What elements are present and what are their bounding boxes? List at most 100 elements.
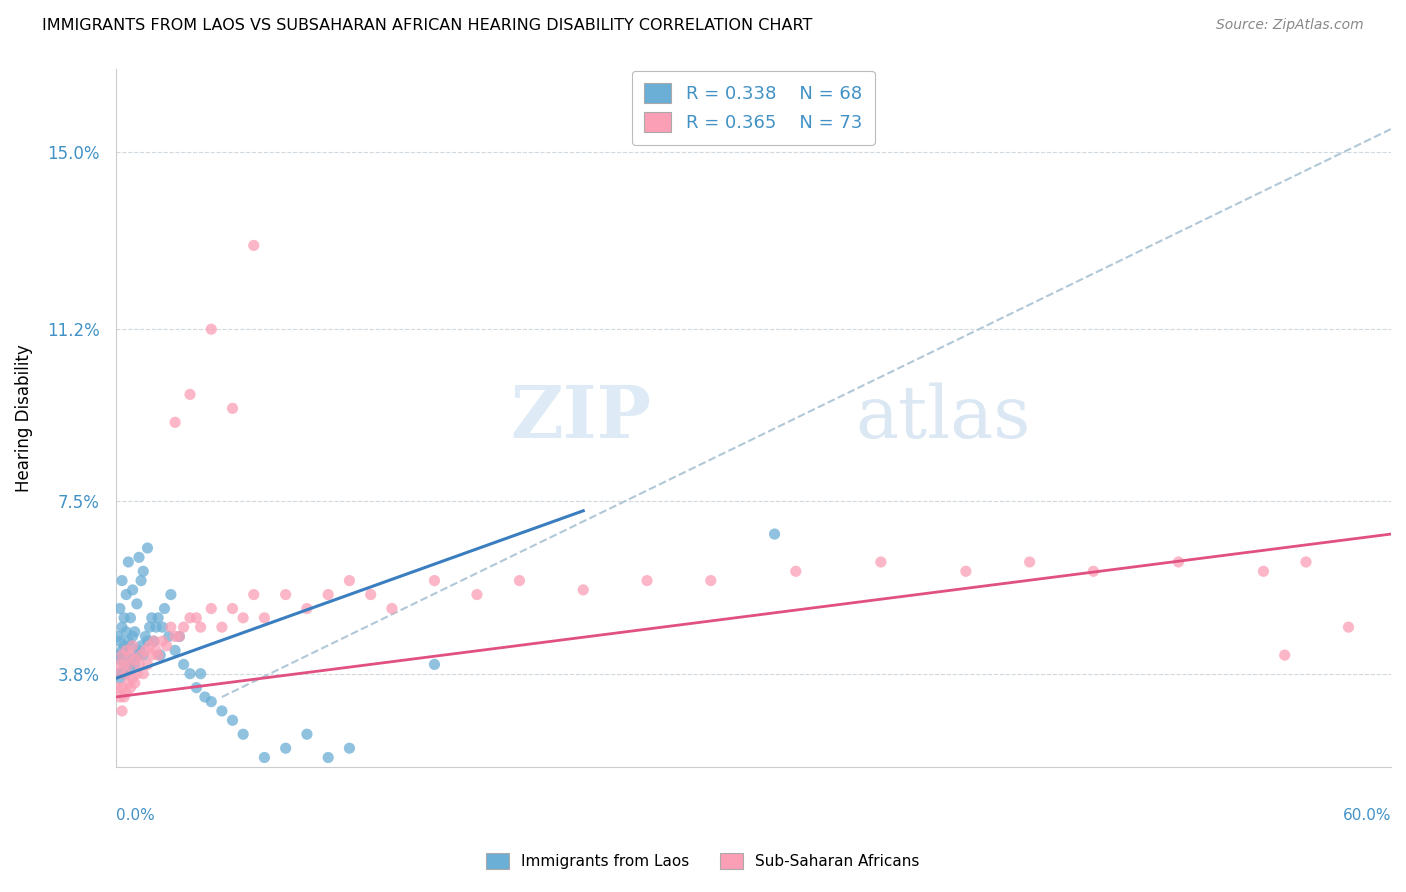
Point [124,676,146,690]
Point [108,690,131,704]
Point [121,671,143,685]
Point [242,588,264,602]
Point [194,690,217,704]
Point [211,704,233,718]
Point [138,620,160,634]
Point [153,601,176,615]
Point [339,574,361,588]
Point [115,588,138,602]
Point [221,601,243,615]
Point [1167,555,1189,569]
Point [111,666,134,681]
Point [134,630,156,644]
Point [1018,555,1040,569]
Point [169,630,191,644]
Point [117,657,139,672]
Text: IMMIGRANTS FROM LAOS VS SUBSAHARAN AFRICAN HEARING DISABILITY CORRELATION CHART: IMMIGRANTS FROM LAOS VS SUBSAHARAN AFRIC… [42,18,813,33]
Point [221,713,243,727]
Point [129,639,152,653]
Point [115,666,138,681]
Point [146,611,169,625]
Point [186,681,208,695]
Point [120,611,142,625]
Point [121,653,143,667]
Point [242,238,264,252]
Point [316,588,339,602]
Point [381,601,404,615]
Text: Source: ZipAtlas.com: Source: ZipAtlas.com [1216,18,1364,32]
Text: atlas: atlas [855,383,1031,453]
Point [108,634,131,648]
Point [211,620,233,634]
Point [179,611,201,625]
Point [107,666,129,681]
Point [112,690,135,704]
Point [232,727,254,741]
Point [117,555,139,569]
Point [142,634,165,648]
Text: 60.0%: 60.0% [1343,808,1391,823]
Point [117,657,139,672]
Point [129,574,152,588]
Point [465,588,488,602]
Point [763,527,786,541]
Point [111,643,134,657]
Point [107,681,129,695]
Point [121,639,143,653]
Point [128,657,150,672]
Point [129,648,152,662]
Point [423,657,446,672]
Point [253,750,276,764]
Point [150,634,173,648]
Point [108,671,131,685]
Point [115,648,138,662]
Point [274,588,297,602]
Point [111,648,134,662]
Point [112,662,135,676]
Point [157,630,180,644]
Point [117,634,139,648]
Point [190,666,212,681]
Point [1337,620,1360,634]
Point [700,574,723,588]
Point [141,648,163,662]
Point [274,741,297,756]
Point [136,634,159,648]
Point [955,564,977,578]
Point [108,653,131,667]
Point [179,387,201,401]
Point [112,639,135,653]
Point [1083,564,1105,578]
Point [160,588,183,602]
Point [125,648,148,662]
Point [111,620,134,634]
Point [120,681,142,695]
Point [120,662,142,676]
Text: 0.0%: 0.0% [115,808,155,823]
Point [108,601,131,615]
Point [360,588,382,602]
Point [132,666,155,681]
Point [124,624,146,639]
Point [132,648,155,662]
Point [165,630,187,644]
Point [125,666,148,681]
Point [138,639,160,653]
Point [107,630,129,644]
Point [295,727,318,741]
Point [111,681,134,695]
Point [146,648,169,662]
Point [120,639,142,653]
Point [869,555,891,569]
Point [124,653,146,667]
Point [145,620,167,634]
Point [173,657,195,672]
Point [232,611,254,625]
Point [121,582,143,597]
Y-axis label: Hearing Disability: Hearing Disability [15,343,32,491]
Point [115,666,138,681]
Point [111,704,134,718]
Text: ZIP: ZIP [510,382,651,453]
Point [1295,555,1317,569]
Point [173,620,195,634]
